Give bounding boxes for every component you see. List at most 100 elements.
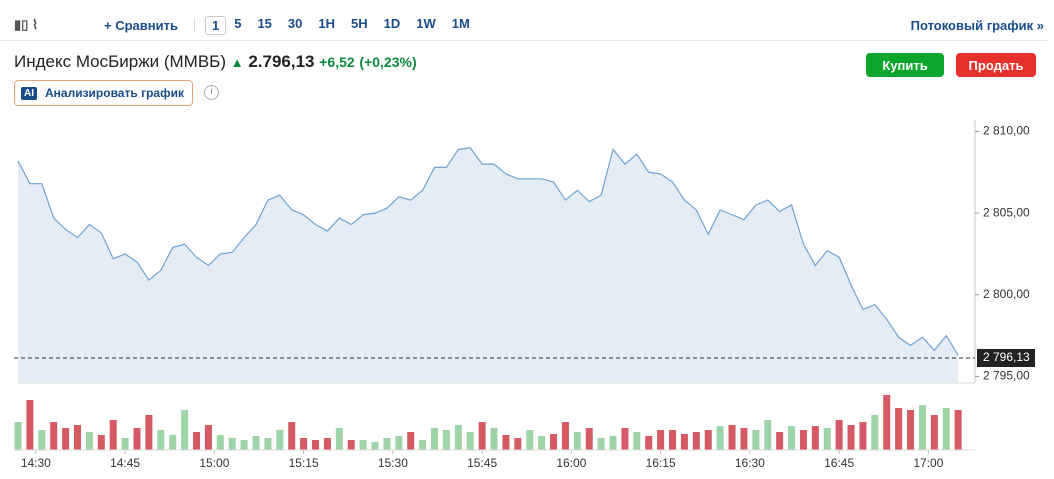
volume-bar [502,435,510,450]
interval[interactable]: 15 [257,15,272,31]
x-tick-label: 15:00 [199,456,229,470]
volume-bar [716,426,724,450]
volume-bar [466,432,474,450]
volume-bar [145,415,153,450]
interval[interactable]: 5 [234,15,242,31]
interval[interactable]: 5H [351,15,368,31]
interval[interactable]: 1W [416,15,436,31]
volume-bar [359,440,367,450]
compare[interactable]: + Сравнить [104,17,195,33]
x-tick-label: 15:45 [467,456,497,470]
x-tick-label: 15:15 [289,456,319,470]
volume-bar [561,422,569,450]
volume-bar [300,438,308,450]
volume-bar [633,432,641,450]
volume-bar [514,438,522,450]
instrument-name: Индекс МосБиржи (ММВБ) [14,52,226,71]
volume-bar [431,428,439,450]
volume-bar [799,430,807,450]
volume-bar [109,420,117,450]
volume-bar [85,432,93,450]
x-tick-label: 15:30 [378,456,408,470]
volume-bar [347,440,355,450]
volume-bar [442,430,450,450]
info-icon[interactable]: i [204,85,219,100]
x-tick-label: 16:15 [646,456,676,470]
interval[interactable]: 1D [383,15,401,31]
volume-bar [14,422,22,450]
interval[interactable]: 1 [204,15,227,35]
volume-bar [883,395,891,450]
y-tick-label: 2 810,00 [983,124,1030,138]
volume-bar [419,440,427,450]
volume-bar [490,428,498,450]
buy-button[interactable]: Купить [866,53,944,77]
x-tick-label: 16:30 [735,456,765,470]
change-pct: (+0,23%) [359,54,417,70]
volume-bar [38,430,46,450]
volume-bar [240,440,248,450]
volume-bar [621,428,629,450]
volume-bar [788,426,796,450]
ai-button[interactable]: AI Анализировать график [14,80,193,106]
volume-bar [478,422,486,450]
volume-bar [454,425,462,450]
intervals: 1 5 15 30 1H 5H 1D 1W 1M [195,15,478,35]
sell-button[interactable]: Продать [956,53,1036,77]
volume-bar [645,436,653,450]
volume-bar [918,405,926,450]
volume-bar [371,442,379,450]
volume-bar [823,428,831,450]
volume-bar [252,436,260,450]
x-tick-label: 16:00 [556,456,586,470]
interval[interactable]: 1H [318,15,336,31]
volume-bar [335,428,343,450]
volume-bar [550,434,558,450]
volume-bar [942,408,950,450]
header: Индекс МосБиржи (ММВБ) ▲ 2.796,13 +6,52 … [14,52,417,72]
volume-bar [835,420,843,450]
volume-bar [907,410,915,450]
x-tick-label: 14:45 [110,456,140,470]
volume-bar [585,428,593,450]
volume-bar [538,436,546,450]
volume-bar [193,432,201,450]
last-price-label: 2 796,13 [983,350,1030,364]
volume-bar [609,436,617,450]
volume-bar [764,420,772,450]
compare-label: Сравнить [115,17,178,33]
volume-bar [74,425,82,450]
ai-label: Анализировать график [45,86,184,100]
volume-bar [526,430,534,450]
volume-bar [776,432,784,450]
volume-bar [597,438,605,450]
volume-bar [573,432,581,450]
change: +6,52 [319,54,355,70]
volume-bar [859,422,867,450]
volume-bar [811,426,819,450]
x-tick-label: 14:30 [21,456,51,470]
volume-bar [752,430,760,450]
volume-bar [954,410,962,450]
volume-bar [395,436,403,450]
volume-bar [216,435,224,450]
stream-link[interactable]: Потоковый график » [910,17,1044,33]
volume-bar [204,425,212,450]
volume-bar [264,438,272,450]
chart-icons[interactable]: ▮▯ ⌇ [14,17,39,32]
volume-bar [871,415,879,450]
ai-badge: AI [21,86,37,100]
x-tick-label: 16:45 [824,456,854,470]
toolbar: ▮▯ ⌇ + Сравнить 1 5 15 30 1H 5H 1D 1W 1M Потоков… [0,10,1048,41]
volume-bar [407,432,415,450]
last-price-box [977,349,1035,368]
volume-bar [26,400,34,450]
volume-bar [288,422,296,450]
price-line [17,147,959,356]
volume-bar [692,432,700,450]
x-tick-label: 17:00 [913,456,943,470]
interval[interactable]: 1M [451,15,470,31]
interval[interactable]: 30 [287,15,303,31]
watermark: Investing [28,337,125,362]
y-tick-label: 2 800,00 [983,287,1030,301]
